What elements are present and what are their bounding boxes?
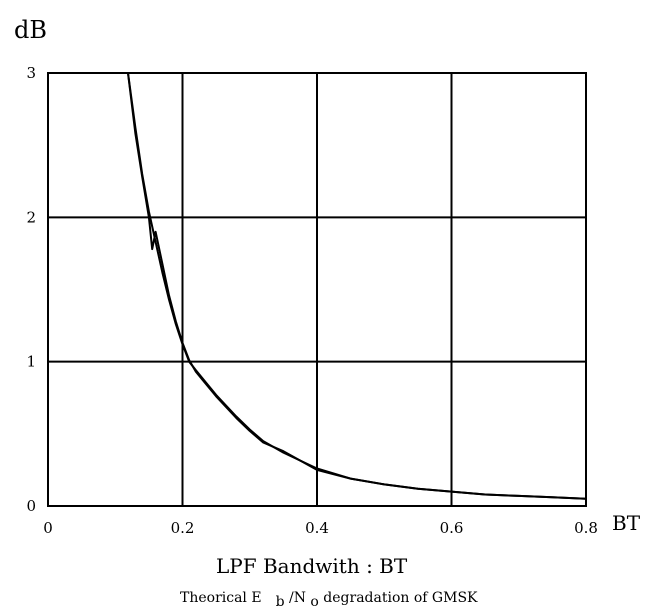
y-tick-label: 0 <box>26 497 36 515</box>
series-layer <box>127 72 587 500</box>
y-tick-label: 2 <box>26 208 36 226</box>
x-tick-label: 0.8 <box>574 519 598 537</box>
y-axis-label: dB <box>14 16 47 44</box>
x-tick-label: 0.2 <box>171 519 195 537</box>
caption-sub1: b <box>276 594 285 609</box>
caption: Theorical E b /N o degradation of GMSK <box>180 590 478 609</box>
plot-frame <box>47 72 587 507</box>
x-axis-unit-label: BT <box>612 511 641 535</box>
x-tick-label: 0.4 <box>305 519 329 537</box>
grid <box>48 73 586 506</box>
caption-suffix: degradation of GMSK <box>319 590 478 606</box>
caption-middle: /N <box>285 590 311 606</box>
x-tick-label: 0.6 <box>440 519 464 537</box>
tick-labels: 0 0.2 0.4 0.6 0.8 0 1 2 3 <box>26 64 597 537</box>
caption-prefix: Theorical E <box>180 590 262 606</box>
y-tick-label: 1 <box>26 353 36 371</box>
y-tick-label: 3 <box>26 64 36 82</box>
x-axis-label: LPF Bandwith : BT <box>216 554 408 578</box>
series-line-2 <box>127 72 587 500</box>
x-tick-label: 0 <box>43 519 53 537</box>
caption-sub2: o <box>310 594 318 609</box>
series-line-1 <box>127 72 587 500</box>
